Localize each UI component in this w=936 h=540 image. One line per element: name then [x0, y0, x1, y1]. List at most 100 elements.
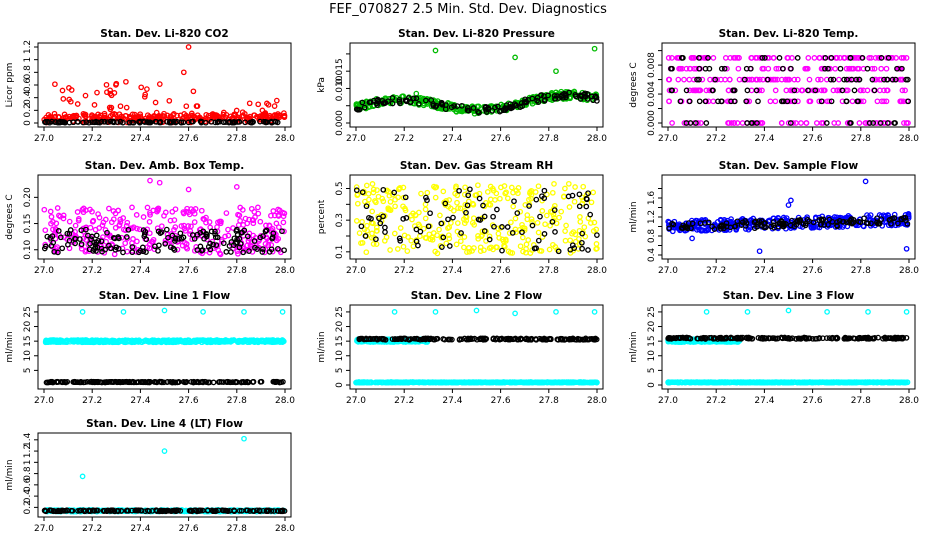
data-point: [585, 190, 591, 197]
data-point: [844, 87, 851, 94]
data-point: [577, 96, 584, 102]
data-point: [93, 232, 100, 239]
data-point: [118, 234, 125, 241]
panel-title: Stan. Dev. Line 1 Flow: [99, 290, 231, 302]
data-point: [464, 107, 471, 114]
data-point: [387, 198, 394, 205]
data-point: [669, 120, 675, 126]
data-point: [508, 184, 515, 191]
data-point: [731, 87, 738, 94]
data-point: [172, 235, 179, 241]
data-point: [731, 120, 738, 126]
data-point: [370, 186, 377, 193]
x-tick-label: 28.0: [587, 396, 607, 406]
data-point: [129, 119, 135, 126]
data-point: [794, 76, 801, 83]
data-point: [432, 248, 439, 255]
data-point: [854, 65, 861, 72]
panel-amb: Stan. Dev. Amb. Box Temp.degrees C27.0 27…: [5, 160, 295, 276]
data-point: [903, 245, 910, 252]
data-point: [75, 216, 82, 222]
data-point: [832, 65, 839, 72]
data-point: [442, 200, 449, 207]
data-point: [66, 218, 73, 225]
y-tick-label: 0.015: [335, 58, 345, 84]
data-point: [235, 250, 241, 257]
data-point: [255, 204, 261, 211]
data-point: [400, 216, 407, 222]
data-point: [107, 118, 114, 125]
data-point: [197, 229, 204, 236]
data-point: [361, 226, 368, 233]
series-points: [665, 55, 911, 126]
data-point: [799, 87, 805, 94]
data-point: [113, 80, 120, 87]
data-point: [866, 55, 873, 61]
series-points: [41, 44, 288, 126]
data-point: [883, 65, 890, 72]
data-point: [413, 226, 420, 233]
data-point: [841, 76, 847, 83]
data-point: [562, 228, 568, 234]
data-point: [490, 213, 496, 220]
data-point: [396, 96, 403, 103]
data-point: [423, 235, 430, 241]
data-point: [835, 120, 842, 126]
y-tick-label: 1: [23, 57, 33, 63]
data-point: [392, 196, 398, 203]
data-point: [811, 55, 818, 61]
data-point: [430, 102, 437, 109]
series-points: [353, 186, 600, 255]
data-point: [122, 240, 129, 247]
data-point: [417, 233, 423, 240]
data-point: [239, 109, 246, 116]
series-points: [43, 378, 286, 386]
y-tick-label: 1.2: [647, 210, 657, 224]
data-point: [526, 196, 532, 203]
data-point: [552, 229, 558, 235]
data-point: [138, 84, 145, 91]
data-point: [66, 119, 73, 126]
data-point: [537, 213, 543, 220]
data-point: [858, 87, 864, 94]
data-point: [91, 119, 98, 126]
data-point: [547, 222, 553, 229]
data-point: [89, 218, 96, 225]
y-tick-label: 0: [647, 382, 657, 388]
data-point: [815, 76, 821, 83]
data-point: [825, 65, 831, 72]
data-point: [266, 222, 273, 229]
data-point: [570, 229, 577, 235]
data-point: [120, 309, 127, 315]
data-point: [556, 214, 562, 221]
data-point: [491, 223, 497, 230]
data-point: [471, 222, 478, 228]
data-point: [402, 97, 409, 104]
data-point: [754, 120, 760, 126]
data-point: [183, 103, 190, 110]
data-point: [220, 240, 227, 247]
x-tick-label: 27.0: [346, 266, 366, 276]
data-point: [665, 76, 672, 83]
data-point: [583, 195, 590, 202]
data-point: [380, 186, 387, 193]
data-point: [454, 192, 461, 199]
data-point: [353, 187, 360, 194]
x-tick-label: 27.2: [82, 134, 102, 144]
plot-frame: [349, 174, 604, 260]
data-point: [418, 190, 424, 197]
data-point: [450, 214, 456, 221]
data-point: [156, 179, 163, 186]
x-tick-label: 27.2: [82, 396, 102, 406]
data-point: [778, 120, 785, 126]
data-point: [480, 202, 486, 209]
data-point: [144, 86, 150, 92]
data-point: [756, 248, 763, 255]
data-point: [788, 197, 794, 204]
data-point: [231, 119, 238, 126]
data-point: [263, 222, 269, 229]
data-point: [424, 189, 431, 196]
data-point: [454, 199, 460, 206]
data-point: [576, 191, 583, 198]
